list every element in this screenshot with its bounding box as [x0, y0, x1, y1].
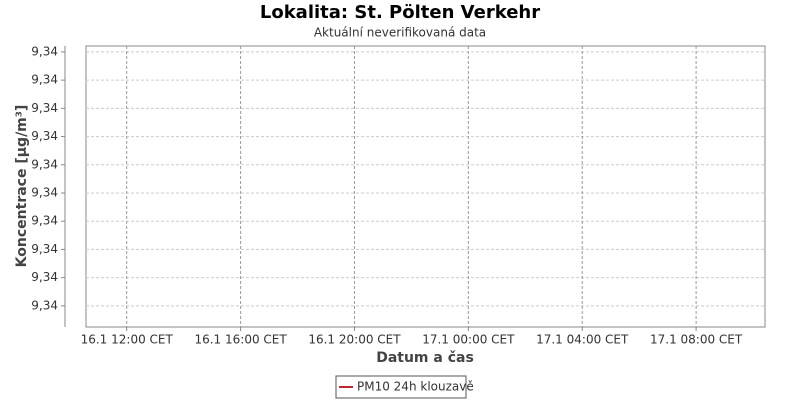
chart-title: Lokalita: St. Pölten Verkehr: [260, 2, 540, 23]
x-tick-label: 16.1 12:00 CET: [81, 333, 174, 347]
y-tick-label: 9,34: [31, 214, 58, 228]
x-tick-label: 16.1 20:00 CET: [308, 333, 401, 347]
y-tick-label: 9,34: [31, 73, 58, 87]
y-tick-label: 9,34: [31, 242, 58, 256]
y-tick-label: 9,34: [31, 44, 58, 58]
y-axis-title: Koncentrace [µg/m³]: [14, 105, 30, 268]
chart-subtitle: Aktuální neverifikovaná data: [314, 26, 486, 40]
y-tick-label: 9,34: [31, 157, 58, 171]
legend-label: PM10 24h klouzavě: [357, 380, 474, 394]
plot-area: [85, 45, 766, 328]
y-tick-label: 9,34: [31, 298, 58, 312]
legend: [335, 375, 467, 399]
x-tick-label: 17.1 00:00 CET: [422, 333, 515, 347]
y-tick-label: 9,34: [31, 270, 58, 284]
y-tick-label: 9,34: [31, 101, 58, 115]
x-tick-label: 17.1 08:00 CET: [650, 333, 743, 347]
y-tick-label: 9,34: [31, 129, 58, 143]
x-axis-title: Datum a čas: [376, 350, 474, 366]
x-tick-label: 16.1 16:00 CET: [194, 333, 287, 347]
x-tick-label: 17.1 04:00 CET: [536, 333, 629, 347]
y-tick-label: 9,34: [31, 185, 58, 199]
